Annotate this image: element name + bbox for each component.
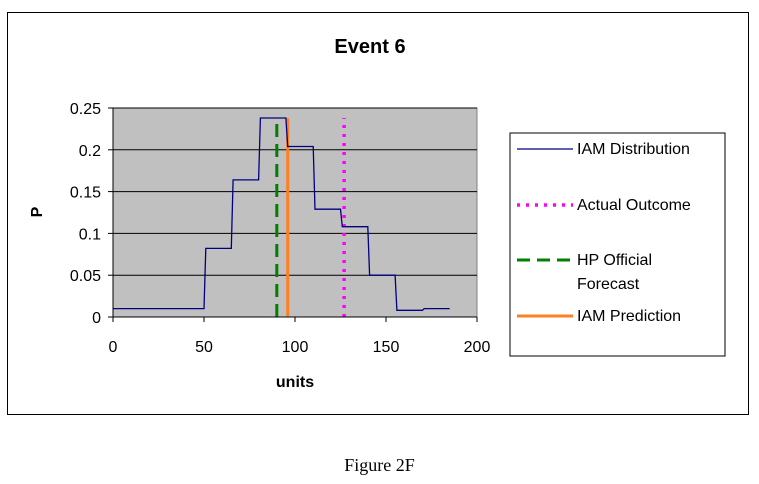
legend: IAM Distribution Actual Outcome HP Officia… — [517, 141, 691, 325]
series-layer — [113, 117, 450, 317]
x-tick-label: 0 — [109, 339, 118, 356]
x-tick-label: 100 — [282, 339, 309, 356]
plot-area — [112, 107, 478, 318]
legend-label: Forecast — [577, 276, 640, 293]
legend-label: IAM Distribution — [577, 141, 690, 158]
series-iam-distribution — [113, 117, 450, 311]
legend-label: HP Official — [577, 252, 652, 269]
y-tick-label: 0.25 — [70, 101, 101, 118]
legend-label: IAM Prediction — [577, 308, 681, 325]
x-tick-label: 150 — [373, 339, 400, 356]
x-axis-label: units — [276, 374, 314, 391]
grid-lines — [113, 107, 477, 276]
legend-box — [509, 132, 726, 357]
x-tick-label: 50 — [195, 339, 213, 356]
y-tick-label: 0.05 — [70, 268, 101, 285]
y-tick-label: 0.15 — [70, 185, 101, 202]
chart-title: Event 6 — [334, 36, 405, 58]
y-tick-label: 0.2 — [79, 143, 101, 160]
x-tick-label: 200 — [464, 339, 491, 356]
legend-label: Actual Outcome — [577, 197, 691, 214]
axes: 0 0.05 0.1 0.15 0.2 0.25 0 50 100 150 200 — [70, 101, 491, 356]
y-tick-label: 0.1 — [79, 226, 101, 243]
figure-caption: Figure 2F — [344, 455, 415, 475]
y-tick-label: 0 — [92, 310, 101, 327]
y-axis-label: P — [29, 206, 46, 217]
